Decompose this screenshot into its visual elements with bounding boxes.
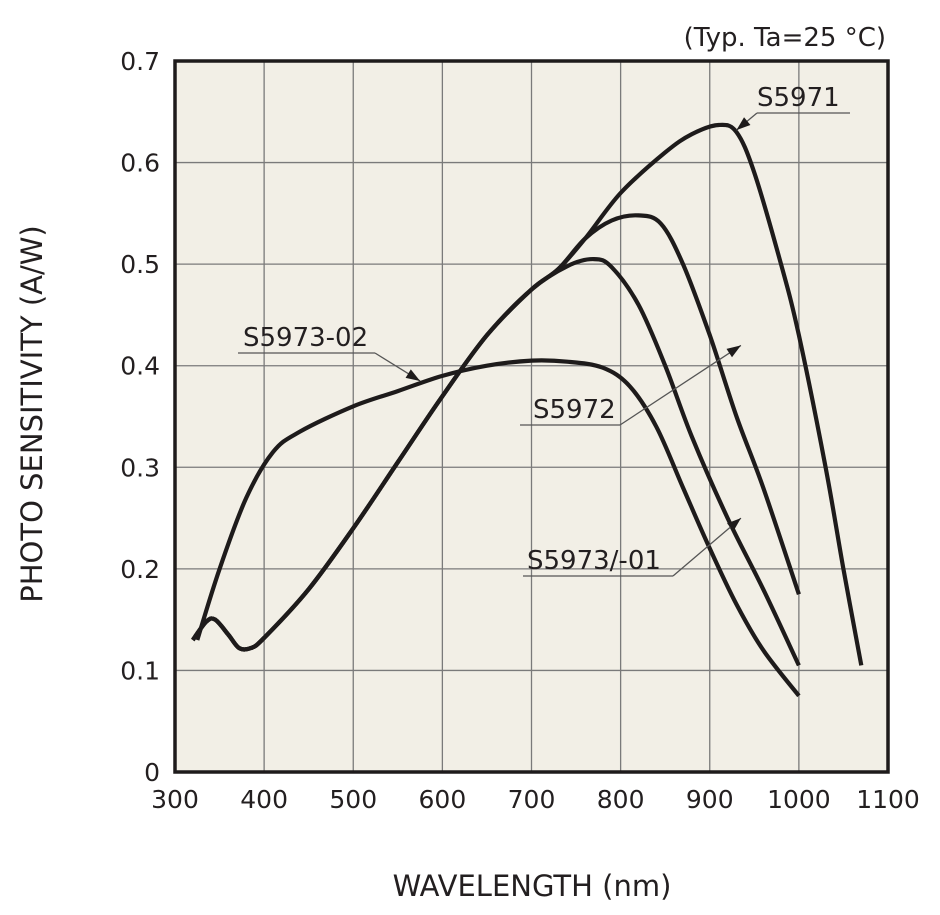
x-tick-label: 1000 (767, 785, 831, 814)
arrowhead-icon (727, 518, 741, 531)
y-tick-label: 0 (144, 758, 160, 787)
label-s5971: S5971 (757, 83, 840, 113)
x-tick-label: 600 (419, 785, 467, 814)
y-tick-labels: 0 0.1 0.2 0.3 0.4 0.5 0.6 0.7 (120, 47, 160, 787)
x-tick-label: 900 (686, 785, 734, 814)
plot-frame (173, 59, 890, 774)
label-s5973-01: S5973/-01 (527, 546, 661, 576)
x-tick-label: 400 (240, 785, 288, 814)
y-tick-label: 0.4 (120, 352, 160, 381)
x-tick-label: 1100 (856, 785, 920, 814)
label-s5973-02: S5973-02 (243, 323, 368, 353)
arrowhead-icon (736, 117, 751, 131)
y-tick-label: 0.6 (120, 149, 160, 178)
y-axis-title: PHOTO SENSITIVITY (A/W) (15, 225, 49, 602)
curves (191, 122, 864, 698)
series-line-s5973-02 (195, 358, 801, 698)
arrowhead-icon (726, 345, 741, 358)
x-tick-label: 500 (329, 785, 377, 814)
y-tick-label: 0.5 (120, 250, 160, 279)
arrowhead-icon (405, 369, 421, 381)
x-tick-label: 800 (597, 785, 645, 814)
x-tick-label: 300 (151, 785, 199, 814)
y-tick-label: 0.1 (120, 656, 160, 685)
y-tick-label: 0.3 (120, 453, 160, 482)
x-tick-labels: 300 400 500 600 700 800 900 1000 1100 (151, 785, 920, 814)
leader-line (672, 517, 742, 577)
x-axis-title: WAVELENGTH (nm) (393, 869, 672, 903)
x-tick-label: 700 (508, 785, 556, 814)
grid (175, 61, 888, 772)
label-leaders (238, 112, 850, 577)
condition-note: (Typ. Ta=25 °C) (684, 23, 886, 53)
y-tick-label: 0.7 (120, 47, 160, 76)
label-s5972: S5972 (533, 395, 616, 425)
y-tick-label: 0.2 (120, 555, 160, 584)
leader-line (619, 344, 742, 426)
series-line-s5973-01 (191, 256, 801, 667)
